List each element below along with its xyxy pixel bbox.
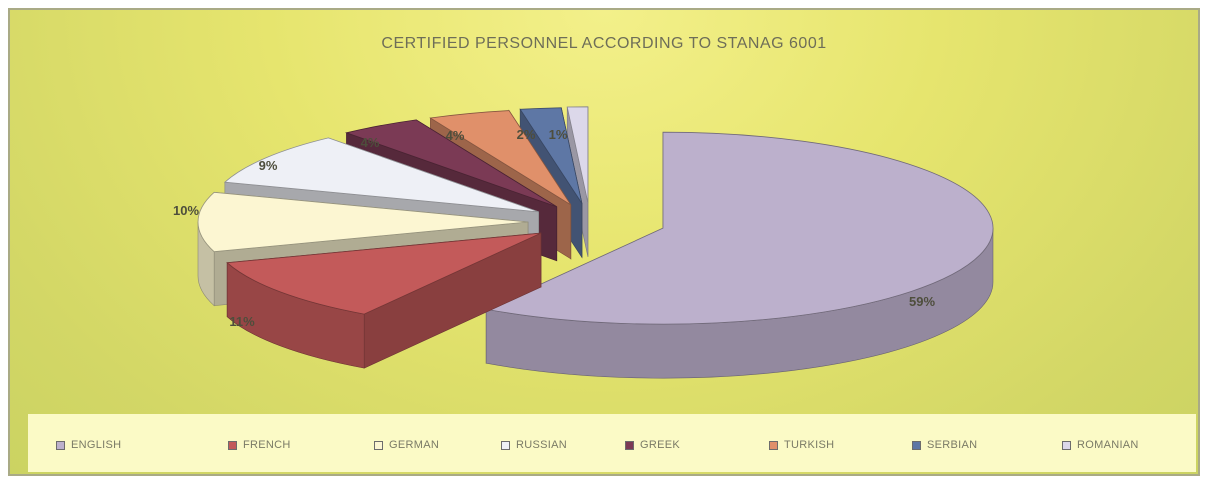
pie-slice-top [484,131,994,325]
pie-slice-french [226,232,542,369]
legend-label: ENGLISH [71,439,122,451]
pie-slice-top [223,137,539,213]
legend-swatch [912,440,921,450]
legend-item-german: GERMAN [374,438,439,452]
legend-label: SERBIAN [927,439,978,451]
legend-item-serbian: SERBIAN [912,438,977,452]
data-label-german: 10% [173,203,199,218]
data-label-serbian: 2% [517,127,536,142]
pie-slice-top [519,107,583,204]
data-label-french: 11% [229,314,255,329]
pie-slice-top [429,110,572,206]
data-label-english: 59% [909,294,935,309]
legend-label: TURKISH [784,439,835,451]
legend-item-greek: GREEK [625,438,680,452]
data-label-greek: 4% [361,135,380,150]
pie-slice-top [197,191,529,253]
pie-slice-english [484,131,994,379]
legend-swatch [501,440,510,450]
legend-label: GREEK [640,439,681,451]
legend-item-english: ENGLISH [56,438,121,452]
legend: ENGLISH FRENCH GERMAN RUSSIAN GREEK TURK… [28,414,1196,472]
legend-item-french: FRENCH [228,438,291,452]
data-label-russian: 9% [259,158,278,173]
legend-swatch [769,440,778,450]
legend-label: RUSSIAN [516,439,567,451]
data-label-turkish: 4% [446,128,465,143]
legend-swatch [374,440,383,450]
data-label-romanian: 1% [549,127,568,142]
chart-title: CERTIFIED PERSONNEL ACCORDING TO STANAG … [381,35,827,52]
pie-slice-top [226,232,542,315]
legend-label: GERMAN [389,439,440,451]
legend-item-romanian: ROMANIAN [1062,438,1139,452]
legend-swatch [228,440,237,450]
legend-swatch [56,440,65,450]
legend-swatch [625,440,634,450]
pie-slice-top [566,106,589,203]
legend-item-turkish: TURKISH [769,438,834,452]
pie-slice-top [345,119,557,208]
legend-swatch [1062,440,1071,450]
legend-label: FRENCH [243,439,291,451]
legend-item-russian: RUSSIAN [501,438,567,452]
legend-label: ROMANIAN [1077,439,1139,451]
